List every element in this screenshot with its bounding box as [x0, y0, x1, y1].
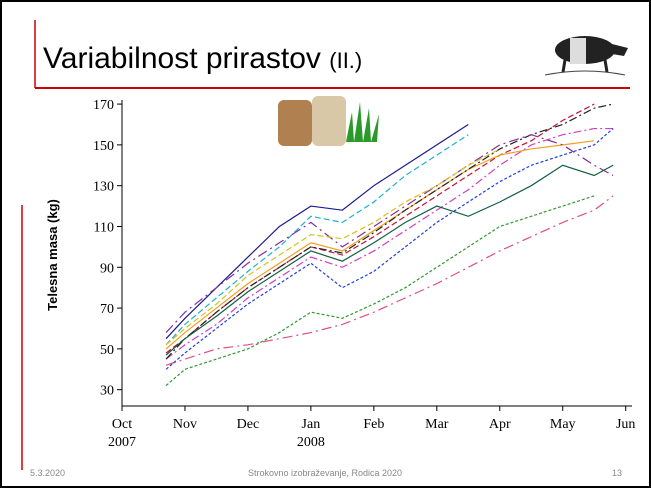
y-tick-label: 170 [93, 98, 114, 113]
y-axis-label: Telesna masa (kg) [45, 199, 60, 311]
x-tick-label: Apr [489, 417, 511, 432]
y-tick-label: 30 [100, 384, 114, 399]
y-tick-label: 110 [94, 220, 114, 235]
x-tick-label: Dec [237, 417, 260, 432]
slide-footer: Strokovno izobraževanje, Rodica 2020 [248, 468, 402, 478]
y-tick-label: 90 [100, 261, 114, 276]
slide-title: Variabilnost prirastov (II.) [43, 42, 362, 75]
slide: Variabilnost prirastov (II.) Telesna mas… [0, 0, 651, 488]
x-tick-label: Jan [302, 417, 321, 432]
x-tick-sublabel: 2007 [108, 435, 136, 450]
title-suffix: (II.) [329, 48, 362, 73]
slide-date: 5.3.2020 [30, 468, 65, 478]
x-tick-label: Oct [112, 417, 132, 432]
x-tick-sublabel: 2008 [297, 435, 325, 450]
x-tick-label: Nov [173, 417, 197, 432]
slide-number: 13 [612, 468, 622, 478]
y-tick-label: 150 [93, 139, 114, 154]
x-tick-label: Jun [616, 417, 635, 432]
y-tick-label: 130 [93, 180, 114, 195]
x-tick-label: Feb [363, 417, 384, 432]
y-tick-label: 50 [100, 343, 114, 358]
y-tick-label: 70 [100, 302, 114, 317]
x-tick-label: May [550, 417, 576, 432]
x-tick-label: Mar [425, 417, 449, 432]
title-main: Variabilnost prirastov [43, 42, 321, 75]
